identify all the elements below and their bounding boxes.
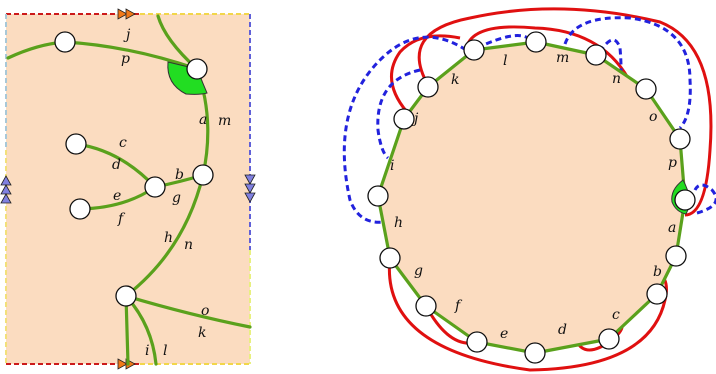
top-arrow-1 — [117, 8, 128, 20]
right-vertex — [585, 44, 607, 66]
right-label-n: n — [612, 71, 621, 87]
left-label-o: o — [201, 303, 209, 319]
left-arrow-3 — [0, 193, 12, 204]
right-label-d: d — [558, 322, 567, 338]
right-vertex — [415, 295, 437, 317]
left-edge-jp — [63, 40, 199, 71]
left-edge-hn — [124, 173, 205, 298]
right-label-f: f — [454, 298, 463, 314]
right-vertex — [367, 185, 389, 207]
left-label-i: i — [145, 343, 149, 359]
right-vertex — [379, 247, 401, 269]
left-label-l: l — [163, 343, 167, 359]
right-vertex — [417, 76, 439, 98]
blue-curve — [342, 35, 467, 224]
blue-curve — [563, 16, 692, 130]
right-label-j: j — [411, 111, 419, 127]
right-vertex — [463, 39, 485, 61]
left-vertex — [192, 164, 214, 186]
right-label-a: a — [668, 220, 676, 236]
right-vertex — [669, 128, 691, 150]
right-label-m: m — [556, 50, 569, 66]
left-vertex — [69, 198, 91, 220]
right-vertex — [466, 331, 488, 353]
left-vertex — [144, 176, 166, 198]
left-label-m: m — [218, 113, 231, 129]
blue-curve — [376, 68, 421, 160]
right-arrow-1 — [244, 174, 256, 185]
left-edge-ok — [124, 294, 252, 329]
left-label-p: p — [121, 51, 130, 67]
left-edge-left-stub — [124, 294, 130, 366]
bottom-arrow-1 — [117, 358, 128, 370]
right-vertex — [635, 78, 657, 100]
left-label-g: g — [172, 190, 181, 206]
right-vertex — [674, 189, 696, 211]
blue-curve — [693, 183, 716, 215]
left-label-h: h — [164, 230, 173, 246]
left-vertex — [65, 133, 87, 155]
right-label-l: l — [503, 53, 507, 69]
right-label-i: i — [390, 158, 394, 174]
left-label-n: n — [184, 237, 193, 253]
right-vertex — [393, 108, 415, 130]
right-label-g: g — [414, 263, 423, 279]
left-label-a: a — [199, 112, 207, 128]
right-arrow-2 — [244, 183, 256, 194]
red-curve — [417, 7, 713, 217]
right-vertex — [598, 328, 620, 350]
right-label-h: h — [394, 215, 403, 231]
left-label-f: f — [117, 211, 126, 227]
left-vertex — [54, 31, 76, 53]
left-label-e: e — [113, 188, 121, 204]
right-label-b: b — [653, 264, 662, 280]
left-vertex — [186, 58, 208, 80]
right-panel: k l m n o p a b c d e f g h i j — [342, 7, 716, 372]
left-label-d: d — [112, 157, 121, 173]
left-label-j: j — [123, 27, 131, 43]
left-label-k: k — [198, 325, 206, 341]
blue-curve — [476, 34, 529, 50]
right-vertex — [665, 245, 687, 267]
right-label-e: e — [500, 326, 508, 342]
left-label-b: b — [175, 167, 184, 183]
right-arrow-3 — [244, 192, 256, 203]
right-label-c: c — [612, 307, 620, 323]
right-vertex — [646, 283, 668, 305]
right-label-p: p — [668, 155, 677, 171]
left-vertex — [115, 285, 137, 307]
red-curve — [390, 34, 461, 113]
right-label-k: k — [451, 72, 459, 88]
blue-curve — [598, 38, 623, 85]
left-panel: j p a m c d b g e f h n o k i l — [0, 8, 256, 370]
right-vertex — [524, 342, 546, 364]
right-label-o: o — [649, 109, 657, 125]
left-label-c: c — [119, 135, 127, 151]
right-vertex — [525, 31, 547, 53]
top-arrow-2 — [125, 8, 136, 20]
